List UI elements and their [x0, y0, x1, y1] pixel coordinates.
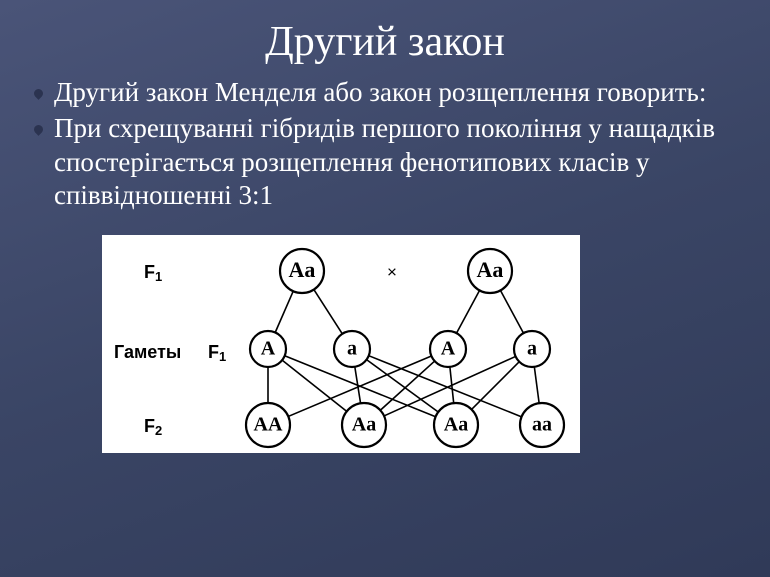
node-g1A: A — [250, 331, 286, 367]
svg-text:A: A — [261, 338, 276, 360]
row-label-f1: F1 — [144, 262, 162, 285]
node-o3: Aa — [434, 403, 478, 447]
node-g2A: A — [430, 331, 466, 367]
edge — [457, 290, 480, 333]
edge — [472, 362, 520, 410]
nodes-group: AaAaAaAaAAAaAaaa — [246, 249, 564, 447]
svg-text:Aa: Aa — [352, 414, 376, 436]
svg-text:A: A — [441, 338, 456, 360]
svg-text:Aa: Aa — [289, 257, 316, 282]
node-g1a: a — [334, 331, 370, 367]
svg-text:aa: aa — [532, 414, 552, 436]
svg-text:a: a — [347, 338, 357, 360]
diagram-svg: AaAaAaAaAAAaAaaa×F1ГаметыF1F2 — [102, 235, 580, 453]
row-label-gam_f1: F1 — [208, 342, 226, 365]
row-label-f2: F2 — [144, 416, 162, 439]
slide: Другий закон Другий закон Менделя або за… — [0, 0, 770, 577]
bullet-item: Другий закон Менделя або закон розщеплен… — [40, 76, 730, 110]
edge — [314, 290, 342, 334]
slide-title: Другий закон — [40, 18, 730, 66]
bullet-item: При схрещуванні гібридів першого поколін… — [40, 112, 730, 213]
node-o2: Aa — [342, 403, 386, 447]
svg-text:Aa: Aa — [477, 257, 504, 282]
node-g2a: a — [514, 331, 550, 367]
bullet-list: Другий закон Менделя або закон розщеплен… — [40, 76, 730, 213]
edge — [534, 367, 539, 403]
svg-text:a: a — [527, 338, 537, 360]
node-p1: Aa — [280, 249, 324, 293]
row-label-gametes: Гаметы — [114, 342, 181, 362]
node-o4: aa — [520, 403, 564, 447]
edge — [500, 290, 523, 333]
node-p2: Aa — [468, 249, 512, 293]
cross-symbol: × — [387, 262, 397, 281]
punnett-cross-diagram: AaAaAaAaAAAaAaaa×F1ГаметыF1F2 — [102, 235, 580, 453]
node-o1: AA — [246, 403, 290, 447]
svg-text:Aa: Aa — [444, 414, 468, 436]
edges-group — [268, 290, 539, 417]
svg-text:AA: AA — [254, 414, 283, 436]
edge — [275, 291, 293, 332]
